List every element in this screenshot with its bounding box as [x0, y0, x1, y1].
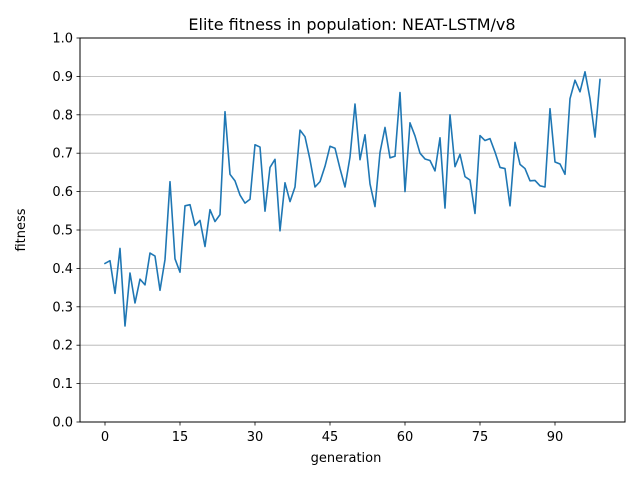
x-tick-label: 30 [247, 430, 264, 445]
x-tick-label: 0 [101, 430, 109, 445]
x-tick-label: 15 [172, 430, 189, 445]
y-axis-ticks: 0.0 0.1 0.2 0.3 0.4 0.5 0.6 0.7 0.8 0.9 1.0 [52, 32, 80, 431]
x-tick-label: 45 [322, 430, 339, 445]
y-tick-label: 0.0 [52, 416, 73, 431]
y-tick-label: 0.4 [52, 262, 73, 277]
fitness-series-line [103, 70, 601, 327]
data-series [103, 70, 601, 327]
x-axis-ticks: 0 15 30 45 60 75 90 [101, 422, 563, 445]
y-tick-label: 0.9 [52, 70, 73, 85]
y-tick-label: 0.5 [52, 224, 73, 239]
y-tick-label: 0.6 [52, 185, 73, 200]
x-axis-label: generation [311, 451, 382, 466]
y-tick-label: 0.7 [52, 147, 73, 162]
y-tick-label: 0.1 [52, 377, 73, 392]
chart-title: Elite fitness in population: NEAT-LSTM/v… [188, 15, 515, 34]
x-tick-label: 90 [547, 430, 564, 445]
x-tick-label: 75 [472, 430, 489, 445]
y-tick-label: 0.8 [52, 108, 73, 123]
y-tick-label: 1.0 [52, 32, 73, 47]
y-axis-label: fitness [14, 208, 29, 251]
y-tick-label: 0.3 [52, 300, 73, 315]
y-tick-label: 0.2 [52, 339, 73, 354]
x-tick-label: 60 [397, 430, 414, 445]
